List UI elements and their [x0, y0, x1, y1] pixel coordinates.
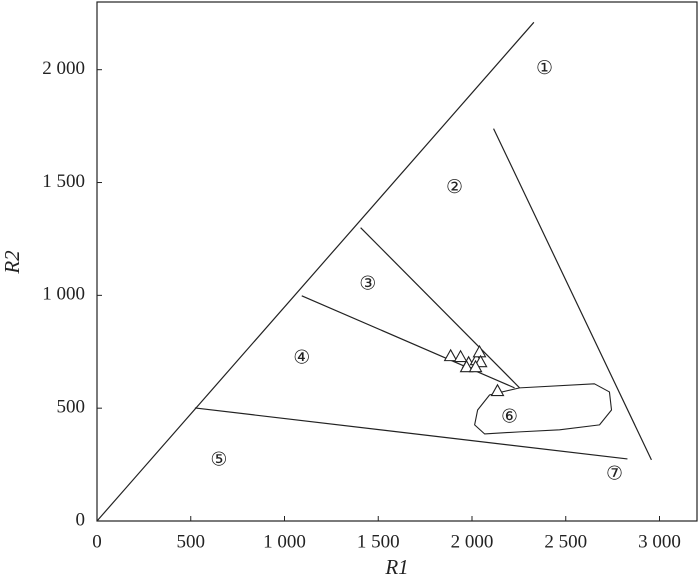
x-tick-label: 1 500	[357, 531, 400, 552]
plot-frame	[96, 1, 698, 522]
x-tick-label: 2 500	[544, 531, 587, 552]
region-label: ②	[446, 176, 463, 198]
y-tick-label: 0	[76, 509, 86, 530]
x-tick-label: 1 000	[263, 531, 306, 552]
boundary-line	[96, 21, 535, 522]
x-tick-label: 2 000	[451, 531, 494, 552]
x-axis-label: R1	[384, 555, 408, 579]
region-label: ⑥	[501, 405, 518, 427]
boundary-line	[360, 227, 521, 389]
x-tick-label: 500	[177, 531, 206, 552]
data-point	[453, 349, 468, 363]
data-point	[459, 359, 474, 373]
region-label: ⑤	[210, 448, 227, 470]
x-tick-label: 3 000	[638, 531, 681, 552]
y-axis-label: R2	[0, 250, 24, 275]
y-tick-label: 1 000	[42, 284, 85, 305]
y-tick-label: 2 000	[42, 58, 85, 79]
data-point	[468, 359, 483, 373]
y-tick-label: 1 500	[42, 171, 85, 192]
region-label: ④	[293, 346, 310, 368]
data-point	[472, 344, 487, 358]
field-region	[474, 383, 613, 435]
region-label: ⑦	[606, 462, 623, 484]
data-point	[490, 383, 505, 397]
region-label: ③	[359, 272, 376, 294]
data-point	[443, 348, 458, 362]
boundary-line	[301, 295, 515, 389]
boundary-line	[194, 407, 628, 460]
boundary-line	[493, 128, 652, 461]
y-tick-label: 500	[57, 397, 86, 418]
region-label: ①	[536, 57, 553, 79]
x-tick-label: 0	[92, 531, 102, 552]
